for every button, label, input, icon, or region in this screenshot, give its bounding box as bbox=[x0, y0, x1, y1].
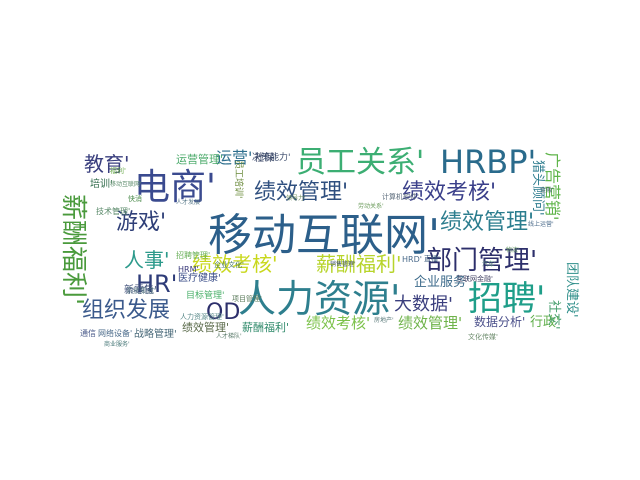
cloud-word: 培训' bbox=[90, 179, 113, 190]
cloud-word: 金融' bbox=[540, 187, 554, 194]
cloud-word: OD bbox=[206, 300, 241, 325]
cloud-word: 战略管理' bbox=[134, 329, 177, 340]
cloud-word: 计算机软件' bbox=[382, 193, 419, 201]
cloud-word: HRM' bbox=[178, 265, 199, 274]
cloud-word: 企业文化' bbox=[214, 261, 244, 269]
cloud-word: 教育' bbox=[84, 152, 130, 176]
word-cloud-panel bbox=[80, 144, 584, 348]
cloud-word: 游戏' bbox=[116, 210, 167, 235]
cloud-word: 运营管理' bbox=[176, 153, 224, 166]
cloud-word: 人事' bbox=[124, 248, 170, 272]
cloud-word: 绩效管理' bbox=[398, 314, 463, 332]
cloud-word: 移动互联网' bbox=[110, 181, 142, 188]
cloud-word: 组织发展 bbox=[82, 298, 171, 323]
cloud-word: 劳动关系' bbox=[358, 203, 384, 210]
cloud-word: 员工培训' bbox=[233, 160, 243, 199]
cloud-word: 房地产' bbox=[374, 317, 394, 324]
cloud-word: 线上运营' bbox=[528, 221, 554, 228]
cloud-word: 人力资源' bbox=[238, 277, 401, 321]
cloud-word: 互联网金融' bbox=[456, 275, 493, 283]
cloud-word: 电商' bbox=[134, 167, 216, 208]
cloud-word: 绩效考核' bbox=[402, 180, 497, 205]
cloud-word: 技术管理' bbox=[96, 207, 131, 216]
cloud-word: 医疗健康' bbox=[178, 273, 221, 284]
cloud-word: 数据分析' bbox=[474, 315, 526, 329]
cloud-word: 社交' bbox=[546, 300, 561, 330]
cloud-word: 社保' bbox=[254, 153, 277, 164]
cloud-word: 薪酬福利' bbox=[242, 321, 290, 334]
cloud-word: 直播' bbox=[424, 255, 440, 263]
cloud-word: 决策能力' bbox=[252, 153, 291, 163]
cloud-word: HR' bbox=[136, 270, 178, 298]
cloud-word: 绩效管理' bbox=[254, 180, 349, 205]
cloud-word: 网络设备' bbox=[98, 329, 133, 338]
cloud-word: 招聘' bbox=[468, 279, 546, 319]
cloud-word: 人才梯队' bbox=[216, 333, 242, 340]
cloud-word: HRBP' bbox=[440, 143, 537, 181]
cloud-word: 汽车' bbox=[482, 261, 496, 268]
cloud-word: 系统集成' bbox=[126, 287, 156, 295]
cloud-word: 企业服务' bbox=[414, 275, 470, 290]
cloud-word: 绩效管理' bbox=[182, 321, 230, 334]
cloud-word: 物流' bbox=[506, 247, 520, 254]
cloud-word: 新零售' bbox=[124, 285, 157, 296]
cloud-word: HRD' bbox=[402, 255, 422, 264]
cloud-word: 绩效考核' bbox=[192, 252, 278, 276]
cloud-word: 文化传媒' bbox=[468, 333, 498, 341]
cloud-word: 部门管理' bbox=[426, 246, 538, 276]
cloud-word: 运营' bbox=[216, 148, 253, 167]
cloud-word: 福利' bbox=[110, 167, 126, 175]
cloud-word: 团队建设' bbox=[564, 262, 579, 318]
cloud-word: 薪酬福利' bbox=[58, 194, 88, 306]
cloud-word: 销售管理' bbox=[330, 261, 356, 268]
cloud-word: 行政' bbox=[530, 315, 560, 330]
cloud-word: 大数据' bbox=[394, 294, 453, 315]
cloud-word: 移动互联网' bbox=[208, 210, 441, 261]
cloud-word: 薪酬福利' bbox=[316, 252, 402, 276]
cloud-word: 目标管理' bbox=[186, 291, 225, 301]
cloud-word: 人才发展' bbox=[176, 199, 202, 206]
cloud-word: 快消 bbox=[128, 195, 142, 203]
cloud-word: 领导力' bbox=[286, 195, 306, 202]
cloud-word: 项目管理' bbox=[232, 295, 262, 303]
cloud-word: 绩效考核' bbox=[306, 314, 371, 332]
cloud-word: 招聘管理' bbox=[176, 251, 211, 260]
cloud-word: 员工关系' bbox=[296, 145, 425, 180]
cloud-word: 绩效管理' bbox=[440, 210, 535, 235]
cloud-word: 人力资源管理' bbox=[180, 313, 224, 321]
cloud-word: 通信 bbox=[80, 329, 96, 338]
cloud-word: 商业服务' bbox=[104, 341, 130, 348]
